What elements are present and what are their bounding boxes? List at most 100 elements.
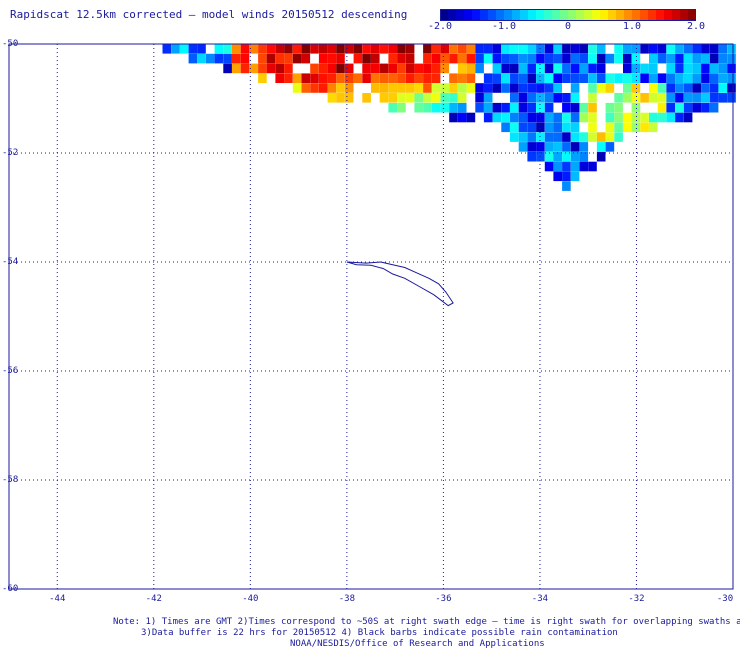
colorbar-swatch	[528, 9, 537, 21]
wind-pixel	[510, 102, 519, 113]
wind-pixel	[258, 44, 267, 54]
wind-pixel	[588, 53, 597, 64]
colorbar-frame	[440, 9, 696, 21]
wind-pixel	[579, 53, 589, 64]
wind-pixel	[727, 83, 736, 93]
longitude-label: -34	[531, 594, 549, 604]
wind-pixel	[475, 44, 484, 54]
wind-pixel	[605, 83, 615, 93]
wind-pixel	[310, 63, 319, 74]
wind-pixel	[510, 112, 519, 123]
wind-pixel	[527, 122, 536, 133]
wind-pixel	[631, 112, 641, 123]
wind-pixel	[275, 44, 284, 54]
wind-pixel	[371, 63, 380, 74]
wind-pixel	[718, 53, 728, 64]
wind-pixel	[431, 93, 441, 103]
wind-pixel	[388, 53, 397, 64]
wind-pixel	[466, 73, 476, 83]
wind-pixel	[414, 93, 423, 103]
wind-pixel	[518, 122, 528, 133]
wind-pixel	[649, 83, 658, 93]
wind-pixel	[553, 161, 562, 172]
wind-pixel	[605, 112, 615, 123]
wind-pixel	[718, 83, 728, 93]
wind-pixel	[614, 73, 623, 83]
wind-pixel	[388, 63, 397, 74]
wind-pixel	[527, 112, 536, 123]
wind-pixel	[518, 73, 528, 83]
colorbar-swatch	[608, 9, 617, 21]
wind-pixel	[727, 63, 736, 74]
wind-pixel	[579, 132, 589, 142]
wind-pixel	[336, 53, 345, 64]
wind-pixel	[492, 102, 502, 113]
wind-pixel	[423, 63, 432, 74]
wind-pixel	[544, 142, 554, 152]
wind-pixel	[588, 63, 597, 74]
wind-pixel	[553, 151, 562, 162]
wind-pixel	[379, 44, 389, 54]
wind-pixel	[666, 93, 675, 103]
wind-pixel	[240, 44, 250, 54]
wind-pixel	[266, 63, 276, 74]
wind-pixel	[562, 132, 571, 142]
wind-pixel	[423, 53, 432, 64]
wind-pixel	[666, 83, 675, 93]
wind-pixel	[518, 93, 528, 103]
wind-pixel	[371, 73, 380, 83]
wind-pixel	[466, 112, 476, 123]
wind-pixel	[544, 132, 554, 142]
wind-pixel	[371, 44, 380, 54]
wind-pixel	[457, 102, 467, 113]
wind-pixel	[284, 63, 293, 74]
wind-pixel	[449, 83, 458, 93]
colorbar-tick-label: -1.0	[491, 21, 517, 32]
wind-pixel	[449, 73, 458, 83]
wind-pixel	[701, 44, 710, 54]
wind-pixel	[449, 112, 458, 123]
wind-pixel	[414, 83, 423, 93]
wind-pixel	[692, 53, 702, 64]
wind-pixel	[562, 122, 571, 133]
wind-pixel	[657, 83, 667, 93]
wind-pixel	[284, 73, 293, 83]
wind-pixel	[397, 53, 406, 64]
wind-pixel	[692, 93, 702, 103]
wind-pixel	[692, 73, 702, 83]
wind-pixel	[683, 112, 693, 123]
wind-pixel	[553, 93, 562, 103]
wind-pixel	[301, 53, 311, 64]
wind-pixel	[527, 142, 536, 152]
wind-pixel	[614, 122, 623, 133]
wind-pixel	[579, 73, 589, 83]
colorbar-tick-label: 0	[564, 21, 572, 32]
wind-pixel	[596, 53, 606, 64]
wind-pixel	[536, 93, 545, 103]
wind-pixel	[405, 53, 415, 64]
wind-pixel	[475, 83, 484, 93]
wind-pixel	[527, 44, 536, 54]
wind-pixel	[258, 53, 267, 64]
wind-pixel	[510, 93, 519, 103]
wind-pixel	[197, 44, 206, 54]
wind-pixel	[666, 44, 675, 54]
wind-pixel	[483, 83, 493, 93]
wind-pixel	[318, 53, 328, 64]
wind-pixel	[501, 122, 510, 133]
wind-pixel	[536, 142, 545, 152]
wind-pixel	[518, 132, 528, 142]
wind-pixel	[623, 44, 632, 54]
wind-pixel	[501, 83, 510, 93]
wind-pixel	[553, 44, 562, 54]
wind-pixel	[544, 151, 554, 162]
colorbar-swatch	[560, 9, 569, 21]
graticule	[9, 44, 733, 589]
colorbar-swatch	[624, 9, 633, 21]
wind-pixel	[423, 83, 432, 93]
wind-pixel	[518, 53, 528, 64]
wind-pixel	[579, 102, 589, 113]
wind-pixel	[223, 44, 232, 54]
wind-pixel	[701, 83, 710, 93]
colorbar-swatch	[440, 9, 449, 21]
